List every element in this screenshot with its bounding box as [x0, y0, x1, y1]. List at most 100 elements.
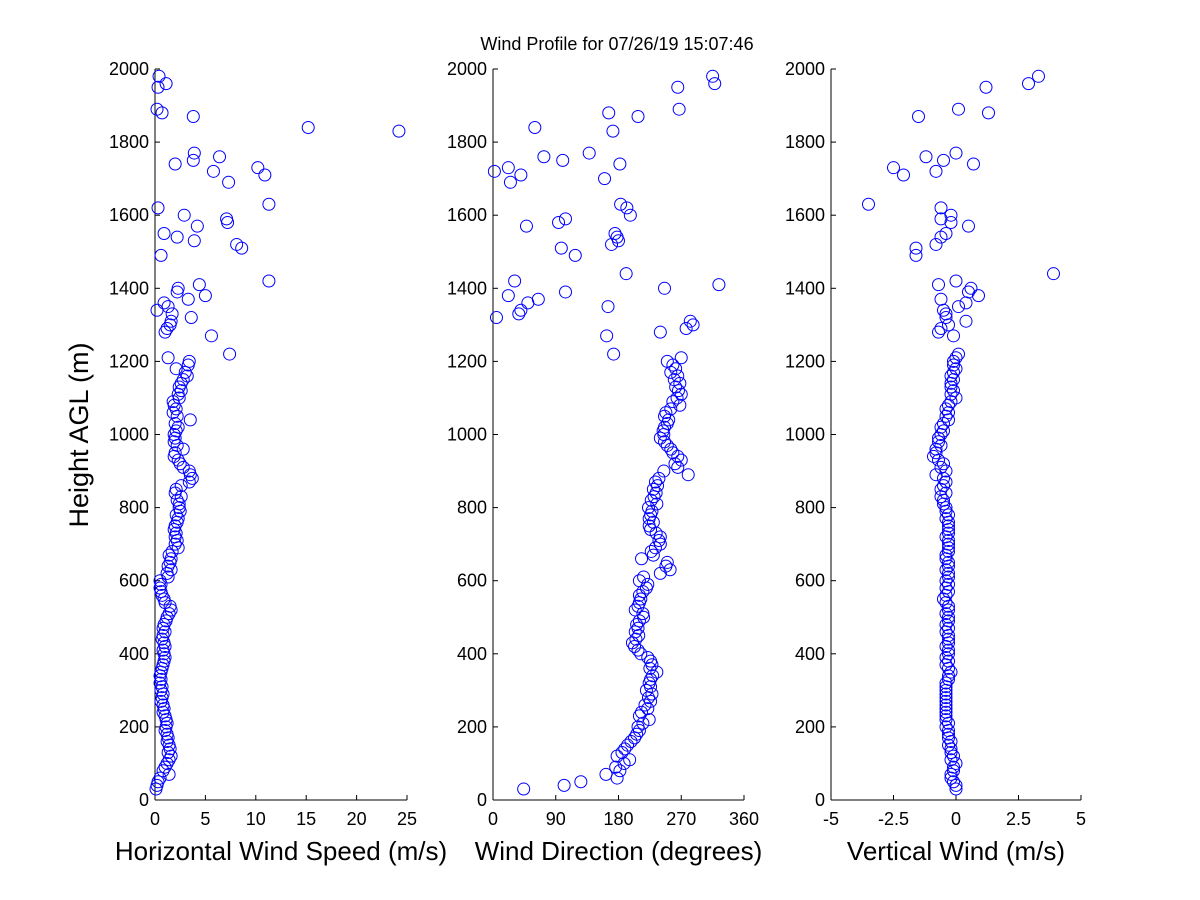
vertical-point: [937, 497, 950, 511]
direction-point: [646, 482, 660, 496]
speed-point: [168, 157, 182, 171]
direction-point: [669, 362, 683, 376]
vertical-point: [942, 738, 955, 752]
vertical-point: [942, 544, 955, 558]
vertical-point: [942, 716, 955, 730]
direction-point: [641, 691, 655, 705]
speed-point: [156, 621, 170, 635]
vertical-point: [939, 311, 953, 325]
vertical-point: [949, 351, 963, 365]
direction-point: [635, 552, 649, 566]
speed-point: [170, 409, 184, 423]
direction-point: [617, 756, 631, 770]
direction-point: [653, 537, 667, 551]
vertical-point: [944, 369, 958, 383]
speed-point: [155, 588, 169, 602]
speed-point: [154, 694, 168, 708]
speed-point: [182, 475, 196, 489]
vertical-point: [929, 446, 943, 460]
speed-point: [174, 384, 188, 398]
speed-point: [262, 197, 276, 211]
vertical-point: [937, 303, 950, 317]
direction-point: [648, 475, 662, 489]
vertical-point: [944, 767, 958, 781]
vertical-point: [932, 278, 945, 292]
direction-y-tick-label: 600: [457, 571, 487, 591]
direction-y-tick-label: 1800: [447, 132, 487, 152]
direction-point: [557, 778, 571, 792]
speed-y-tick-label: 400: [119, 644, 149, 664]
direction-point: [644, 680, 658, 694]
direction-point: [537, 150, 551, 164]
direction-point: [631, 643, 645, 657]
vertical-point: [942, 636, 955, 650]
direction-point: [629, 632, 643, 646]
direction-point: [501, 161, 515, 175]
direction-y-tick-label: 0: [477, 790, 487, 810]
speed-point: [258, 168, 272, 182]
direction-point: [613, 764, 627, 778]
direction-point: [642, 512, 656, 526]
vertical-y-tick-label: 1400: [785, 278, 825, 298]
direction-y-tick-label: 1200: [447, 351, 487, 371]
direction-point: [635, 705, 649, 719]
direction-y-tick-label: 1400: [447, 278, 487, 298]
vertical-point: [1032, 69, 1045, 83]
vertical-point: [909, 248, 923, 262]
speed-point: [176, 373, 190, 387]
vertical-point: [962, 219, 975, 233]
speed-point: [149, 782, 163, 796]
speed-series: [149, 69, 406, 796]
vertical-point: [964, 281, 978, 295]
direction-point: [641, 650, 655, 664]
vertical-point: [909, 241, 923, 255]
direction-point: [512, 307, 526, 321]
direction-point: [606, 124, 620, 138]
vertical-point: [939, 687, 953, 701]
vertical-point: [942, 621, 955, 635]
speed-point: [206, 164, 220, 178]
speed-point: [213, 150, 227, 164]
vertical-point: [934, 428, 948, 441]
vertical-point: [934, 322, 948, 336]
vertical-y-tick-label: 200: [795, 717, 825, 737]
vertical-point: [944, 208, 958, 222]
vertical-point: [942, 603, 955, 617]
speed-point: [160, 322, 174, 336]
speed-point: [152, 69, 166, 83]
direction-point: [645, 658, 659, 672]
direction-point: [658, 409, 672, 423]
vertical-point: [944, 216, 958, 230]
speed-point: [157, 226, 171, 240]
direction-x-tick-label: 0: [488, 809, 498, 829]
direction-point: [607, 347, 621, 361]
vertical-point: [942, 508, 955, 522]
vertical-point: [942, 661, 955, 675]
speed-point: [186, 153, 200, 167]
speed-point: [222, 175, 236, 189]
vertical-point: [949, 146, 963, 160]
speed-point: [177, 208, 191, 222]
direction-point: [674, 351, 688, 365]
vertical-point: [944, 771, 958, 785]
speed-point: [181, 358, 195, 372]
speed-y-tick-label: 1600: [109, 205, 149, 225]
subplot-direction: 0 200 400 600 800 1000 1200 1400 1600 1800 2000 0 90…: [447, 59, 762, 866]
speed-point: [173, 457, 187, 471]
direction-y-tick-label: 2000: [447, 59, 487, 79]
speed-point: [170, 533, 184, 547]
vertical-point: [929, 164, 943, 178]
direction-point: [641, 702, 655, 716]
vertical-point: [942, 566, 955, 580]
speed-y-tick-label: 1200: [109, 351, 149, 371]
direction-point: [647, 490, 661, 504]
direction-y-tick-label: 1000: [447, 425, 487, 445]
vertical-point: [944, 745, 958, 759]
direction-point: [642, 713, 656, 727]
direction-point: [671, 80, 685, 94]
vertical-y-tick-label: 1600: [785, 205, 825, 225]
direction-point: [658, 281, 672, 295]
direction-point: [554, 241, 568, 255]
direction-point: [708, 77, 722, 91]
direction-point: [673, 376, 687, 390]
